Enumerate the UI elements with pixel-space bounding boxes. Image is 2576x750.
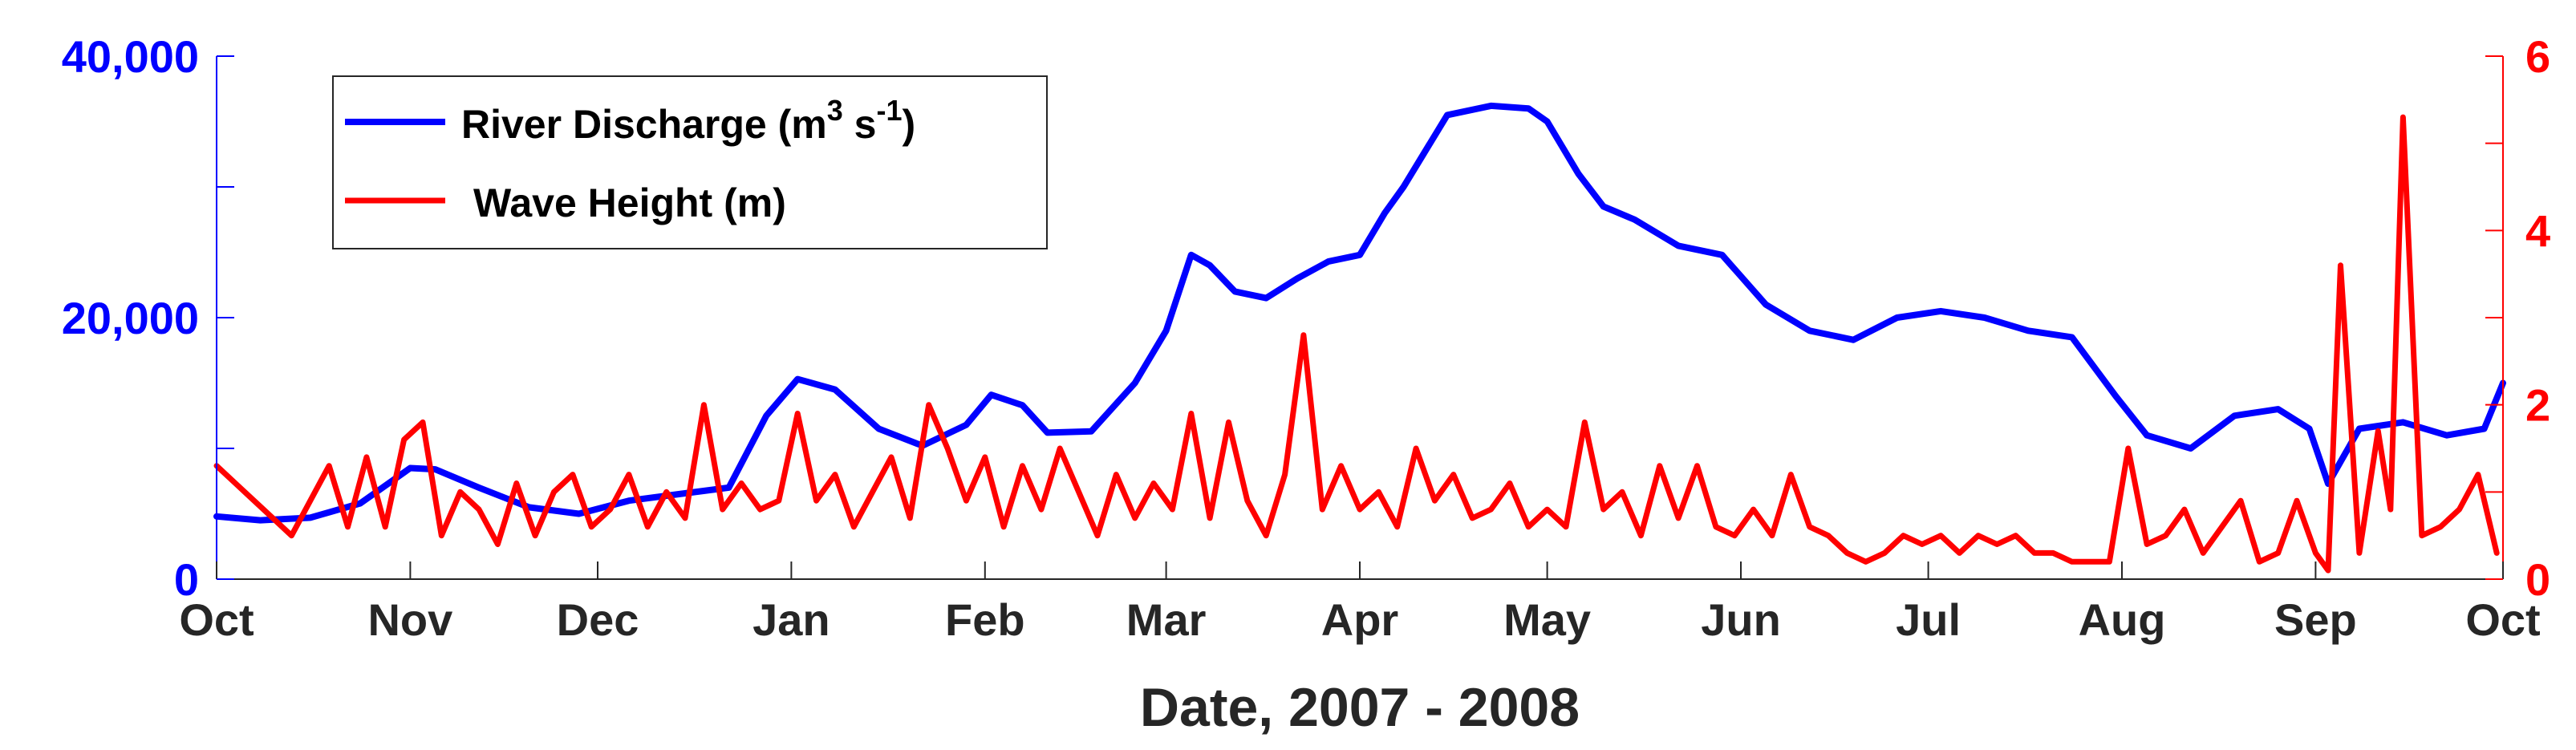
x-tick-label: Feb <box>945 594 1025 645</box>
x-tick-label: Jan <box>753 594 830 645</box>
legend-box <box>332 75 1048 249</box>
series-line-wave-height <box>213 114 2500 574</box>
x-axis-label: Date, 2007 - 2008 <box>1140 677 1580 738</box>
y-right-tick-label: 2 <box>2525 380 2550 431</box>
y-right-ticks: 0 2 4 6 <box>2485 31 2550 605</box>
x-tick-label: Jul <box>1896 594 1961 645</box>
y-right-tick-label: 6 <box>2525 31 2550 82</box>
series-lines <box>213 102 2506 574</box>
y-left-tick-label: 40,000 <box>62 31 199 82</box>
x-tick-label: Oct <box>179 594 254 645</box>
legend-label-river-discharge: River Discharge (m3 s-1) <box>461 94 915 147</box>
y-right-tick-label: 0 <box>2525 554 2550 605</box>
x-tick-label: Dec <box>557 594 639 645</box>
legend: River Discharge (m3 s-1) Wave Height (m) <box>332 75 1048 249</box>
x-tick-label: Jun <box>1701 594 1781 645</box>
x-ticks: Oct Nov Dec Jan Feb Mar Apr May Jun Jul Aug Sep Oct <box>179 561 2541 645</box>
x-tick-label: May <box>1503 594 1591 645</box>
x-tick-label: Apr <box>1321 594 1398 645</box>
axes: Oct Nov Dec Jan Feb Mar Apr May Jun Jul Aug Sep Oct … <box>62 31 2550 645</box>
y-right-tick-label: 4 <box>2525 205 2550 256</box>
x-tick-label: Oct <box>2465 594 2540 645</box>
y-left-ticks: 0 20,000 40,000 <box>62 31 234 605</box>
y-left-tick-label: 0 <box>174 554 199 605</box>
x-tick-label: Nov <box>367 594 452 645</box>
x-tick-label: Aug <box>2079 594 2166 645</box>
x-tick-label: Sep <box>2274 594 2357 645</box>
y-left-tick-label: 20,000 <box>62 293 199 343</box>
legend-label-wave-height: Wave Height (m) <box>473 180 786 225</box>
x-tick-label: Mar <box>1126 594 1207 645</box>
